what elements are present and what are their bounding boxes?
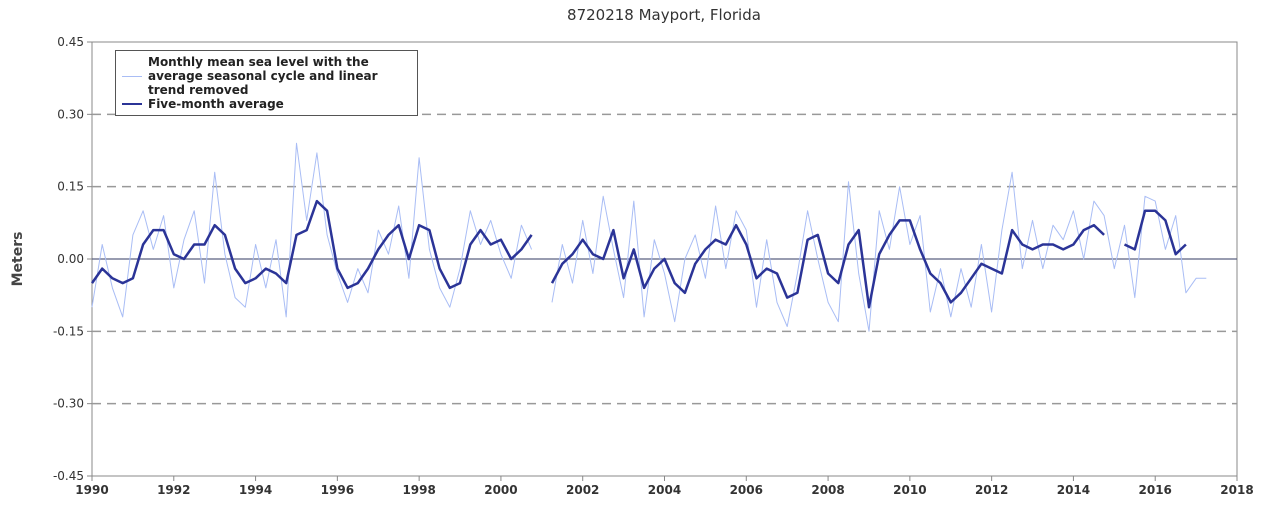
y-tick-label: 0.45 <box>57 35 84 49</box>
x-tick-label: 1994 <box>239 483 272 497</box>
y-tick-label: 0.30 <box>57 107 84 121</box>
x-tick-label: 2006 <box>730 483 763 497</box>
x-tick-label: 2016 <box>1139 483 1172 497</box>
legend-label: Monthly mean sea level with the average … <box>148 55 378 97</box>
y-tick-label: 0.15 <box>57 180 84 194</box>
x-tick-label: 2010 <box>893 483 926 497</box>
legend: Monthly mean sea level with the average … <box>115 50 418 116</box>
y-axis-label: Meters <box>10 232 26 287</box>
legend-swatch <box>122 103 142 105</box>
legend-swatch <box>122 75 142 77</box>
series-line <box>90 199 1187 309</box>
x-tick-label: 1996 <box>321 483 354 497</box>
x-tick-label: 1998 <box>402 483 435 497</box>
x-tick-label: 2002 <box>566 483 599 497</box>
y-tick-label: -0.15 <box>53 324 84 338</box>
x-tick-label: 2018 <box>1220 483 1253 497</box>
x-tick-label: 1992 <box>157 483 190 497</box>
x-tick-label: 2000 <box>484 483 517 497</box>
x-tick-label: 2004 <box>648 483 681 497</box>
legend-label: Five-month average <box>148 97 284 111</box>
y-tick-label: -0.45 <box>53 469 84 483</box>
legend-item: Monthly mean sea level with the average … <box>122 55 411 97</box>
x-tick-label: 1990 <box>75 483 108 497</box>
x-tick-label: 2014 <box>1057 483 1090 497</box>
chart-title: 8720218 Mayport, Florida <box>567 6 761 24</box>
x-tick-label: 2008 <box>811 483 844 497</box>
y-tick-label: -0.30 <box>53 397 84 411</box>
x-tick-label: 2012 <box>975 483 1008 497</box>
legend-item: Five-month average <box>122 97 411 111</box>
y-tick-label: 0.00 <box>57 252 84 266</box>
